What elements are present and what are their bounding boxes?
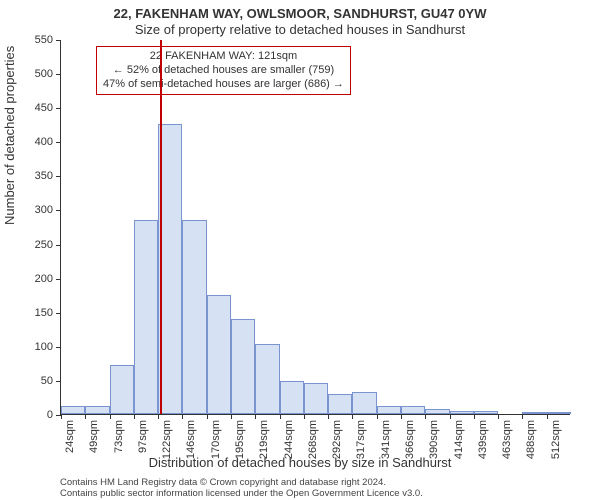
histogram-bar: [352, 392, 376, 414]
ytick-mark: [56, 74, 61, 75]
xtick-mark: [377, 414, 378, 419]
xtick-mark: [110, 414, 111, 419]
ytick-mark: [56, 279, 61, 280]
xtick-label: 97sqm: [137, 420, 149, 453]
xtick-mark: [425, 414, 426, 419]
xtick-label: 122sqm: [161, 420, 173, 459]
xtick-mark: [255, 414, 256, 419]
histogram-bar: [450, 411, 474, 414]
xtick-label: 170sqm: [210, 420, 222, 459]
xtick-mark: [134, 414, 135, 419]
histogram-bar: [85, 406, 109, 414]
xtick-label: 317sqm: [355, 420, 367, 459]
ytick-label: 500: [35, 68, 53, 80]
annotation-line-2: ← 52% of detached houses are smaller (75…: [103, 64, 344, 78]
histogram-bar: [182, 220, 206, 414]
xtick-label: 268sqm: [307, 420, 319, 459]
footer-text: Contains HM Land Registry data © Crown c…: [60, 478, 423, 500]
title-main: 22, FAKENHAM WAY, OWLSMOOR, SANDHURST, G…: [0, 6, 600, 21]
xtick-label: 195sqm: [234, 420, 246, 459]
ytick-label: 100: [35, 341, 53, 353]
ytick-mark: [56, 40, 61, 41]
histogram-bar: [61, 406, 85, 414]
annotation-line-3: 47% of semi-detached houses are larger (…: [103, 78, 344, 92]
ytick-label: 50: [41, 375, 53, 387]
xtick-mark: [304, 414, 305, 419]
xtick-mark: [61, 414, 62, 419]
histogram-bar: [304, 383, 328, 414]
ytick-label: 250: [35, 239, 53, 251]
xtick-label: 439sqm: [477, 420, 489, 459]
histogram-bar: [255, 344, 279, 414]
xtick-label: 488sqm: [525, 420, 537, 459]
ytick-mark: [56, 108, 61, 109]
ytick-label: 300: [35, 204, 53, 216]
xtick-label: 24sqm: [64, 420, 76, 453]
xtick-label: 341sqm: [380, 420, 392, 459]
ytick-label: 200: [35, 273, 53, 285]
ytick-label: 150: [35, 307, 53, 319]
histogram-bar: [425, 409, 449, 414]
ytick-mark: [56, 210, 61, 211]
xtick-label: 244sqm: [283, 420, 295, 459]
histogram-bar: [522, 412, 546, 414]
ytick-mark: [56, 142, 61, 143]
xtick-mark: [498, 414, 499, 419]
y-axis-label: Number of detached properties: [2, 46, 17, 225]
xtick-mark: [401, 414, 402, 419]
xtick-label: 73sqm: [113, 420, 125, 453]
xtick-mark: [474, 414, 475, 419]
histogram-bar: [377, 406, 401, 414]
ytick-mark: [56, 176, 61, 177]
ytick-label: 550: [35, 34, 53, 46]
histogram-bar: [474, 411, 498, 414]
xtick-label: 366sqm: [404, 420, 416, 459]
xtick-mark: [231, 414, 232, 419]
xtick-mark: [85, 414, 86, 419]
xtick-label: 146sqm: [185, 420, 197, 459]
ytick-label: 350: [35, 170, 53, 182]
histogram-bar: [280, 381, 304, 414]
ytick-mark: [56, 313, 61, 314]
xtick-mark: [182, 414, 183, 419]
marker-line: [160, 40, 162, 414]
histogram-bar: [110, 365, 134, 414]
ytick-label: 0: [47, 409, 53, 421]
histogram-bar: [547, 412, 571, 414]
ytick-label: 450: [35, 102, 53, 114]
xtick-label: 219sqm: [258, 420, 270, 459]
xtick-label: 49sqm: [88, 420, 100, 453]
xtick-label: 414sqm: [453, 420, 465, 459]
xtick-mark: [547, 414, 548, 419]
xtick-mark: [158, 414, 159, 419]
xtick-mark: [328, 414, 329, 419]
histogram-bar: [231, 319, 255, 414]
histogram-plot: 22 FAKENHAM WAY: 121sqm ← 52% of detache…: [60, 40, 570, 415]
histogram-bar: [328, 394, 352, 414]
ytick-mark: [56, 381, 61, 382]
ytick-mark: [56, 347, 61, 348]
xtick-mark: [207, 414, 208, 419]
annotation-line-1: 22 FAKENHAM WAY: 121sqm: [103, 50, 344, 64]
xtick-label: 292sqm: [331, 420, 343, 459]
ytick-label: 400: [35, 136, 53, 148]
xtick-mark: [522, 414, 523, 419]
xtick-label: 512sqm: [550, 420, 562, 459]
xtick-mark: [280, 414, 281, 419]
title-sub: Size of property relative to detached ho…: [0, 22, 600, 37]
xtick-label: 463sqm: [501, 420, 513, 459]
histogram-bar: [401, 406, 425, 414]
histogram-bar: [134, 220, 158, 414]
ytick-mark: [56, 245, 61, 246]
histogram-bar: [207, 295, 231, 414]
xtick-mark: [450, 414, 451, 419]
xtick-mark: [352, 414, 353, 419]
annotation-box: 22 FAKENHAM WAY: 121sqm ← 52% of detache…: [96, 46, 351, 95]
x-axis-label: Distribution of detached houses by size …: [0, 455, 600, 470]
xtick-label: 390sqm: [428, 420, 440, 459]
footer-line-2: Contains public sector information licen…: [60, 489, 423, 500]
